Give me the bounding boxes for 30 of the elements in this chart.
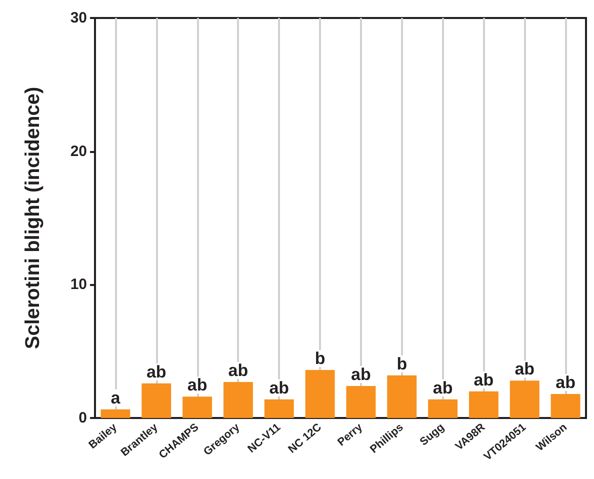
bar [223,382,253,418]
data-label: ab [228,361,248,380]
data-label: ab [269,378,290,398]
data-label: a [110,388,121,408]
y-axis-title: Sclerotini blight (incidence) [22,86,44,350]
bar [550,394,580,418]
y-tick-label: 20 [70,142,87,160]
data-label: ab [432,378,453,398]
data-label: ab [474,370,494,390]
bar [264,399,294,418]
y-tick-label: 30 [70,10,87,26]
bar [510,380,540,418]
data-label: ab [514,360,535,379]
data-label: ab [556,373,576,392]
data-label: ab [146,362,166,382]
data-label: b [314,349,326,368]
x-tick-label: NC 12C [286,421,324,456]
bar [428,399,458,418]
bar [305,370,335,418]
bar [100,409,130,418]
bar [142,383,172,418]
y-tick-label: 0 [78,410,87,426]
y-tick-label: 10 [70,276,87,294]
bar [387,375,417,418]
data-label: ab [351,365,371,384]
bar [468,391,498,418]
bar [182,396,212,418]
bar [346,386,376,418]
data-label: b [396,354,408,374]
data-label: ab [187,376,208,395]
